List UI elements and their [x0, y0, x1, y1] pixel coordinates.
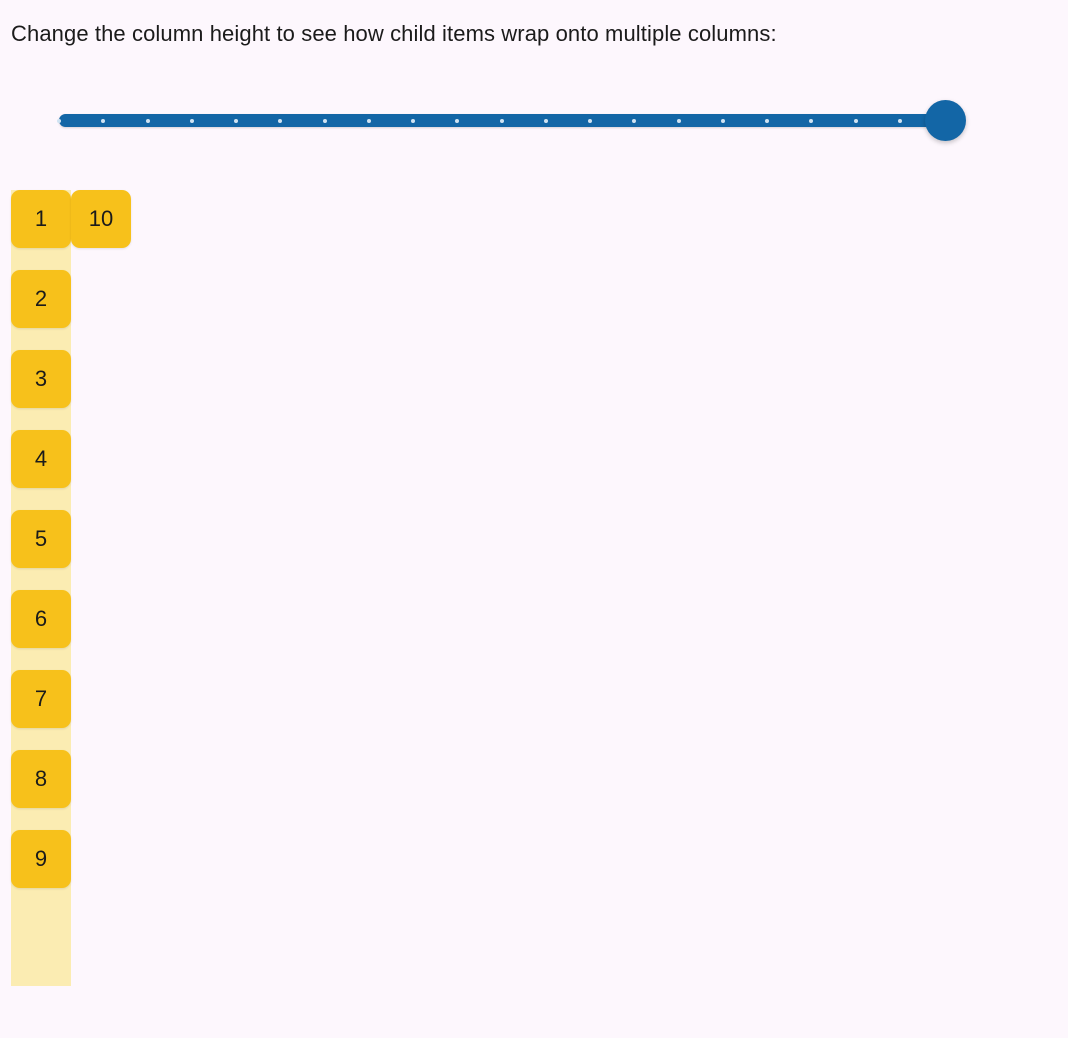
slider-tick: [322, 118, 327, 123]
slider-tick: [411, 118, 415, 123]
slider-tick: [676, 118, 681, 123]
slider-tick-marks: [57, 114, 946, 127]
slider-tick: [543, 118, 548, 123]
flex-item: 7: [11, 670, 71, 728]
slider-tick: [278, 118, 283, 123]
slider-tick: [234, 118, 238, 123]
slider-tick: [499, 118, 504, 123]
slider-tick: [765, 118, 769, 123]
flex-item: 10: [71, 190, 131, 248]
slider-tick: [853, 118, 858, 123]
slider-tick: [632, 118, 637, 123]
slider-tick: [588, 118, 592, 123]
flex-item: 8: [11, 750, 71, 808]
slider-thumb[interactable]: [924, 100, 966, 141]
flex-item: 3: [11, 350, 71, 408]
flex-item: 4: [11, 430, 71, 488]
slider-tick: [145, 118, 150, 123]
flex-item: 9: [11, 830, 71, 888]
slider-tick: [455, 118, 460, 123]
slider-tick: [101, 118, 106, 123]
slider-tick: [189, 118, 194, 123]
flex-item: 5: [11, 510, 71, 568]
flex-item: 1: [11, 190, 71, 248]
page-title: Change the column height to see how chil…: [11, 21, 777, 46]
slider-tick: [897, 118, 902, 123]
flex-item: 2: [11, 270, 71, 328]
slider-tick: [720, 118, 725, 123]
slider-tick: [57, 118, 61, 123]
slider-row: [57, 100, 981, 142]
slider-tick: [809, 118, 814, 123]
slider-tick: [366, 118, 371, 123]
flex-item: 6: [11, 590, 71, 648]
flex-column-container: 1 2 3 4 5 6 7 8 9 10: [11, 190, 131, 986]
